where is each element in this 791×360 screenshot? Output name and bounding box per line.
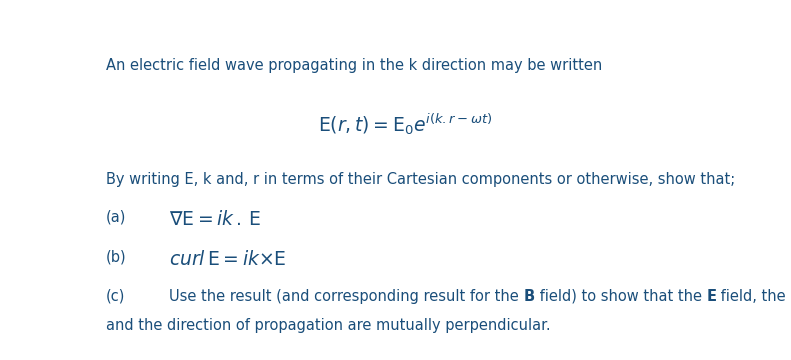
Text: $\mathit{curl}\,\mathrm{E}{=}ik{\times}\mathrm{E}$: $\mathit{curl}\,\mathrm{E}{=}ik{\times}\… (169, 250, 287, 269)
Text: (a): (a) (106, 210, 127, 225)
Text: Use the result (and corresponding result for the: Use the result (and corresponding result… (169, 288, 524, 303)
Text: $\mathrm{E}(r,t){=}\mathrm{E}_0e^{i(k.r-\omega t)}$: $\mathrm{E}(r,t){=}\mathrm{E}_0e^{i(k.r-… (318, 111, 493, 136)
Text: By writing E, k and, r in terms of their Cartesian components or otherwise, show: By writing E, k and, r in terms of their… (106, 172, 736, 187)
Text: (b): (b) (106, 250, 127, 265)
Text: field) to show that the: field) to show that the (535, 288, 706, 303)
Text: B: B (524, 288, 535, 303)
Text: field, the: field, the (717, 288, 791, 303)
Text: (c): (c) (106, 288, 126, 303)
Text: $\nabla\mathrm{E}{=}i k\,.\,\mathrm{E}$: $\nabla\mathrm{E}{=}i k\,.\,\mathrm{E}$ (169, 210, 261, 229)
Text: E: E (706, 288, 717, 303)
Text: An electric field wave propagating in the k direction may be written: An electric field wave propagating in th… (106, 58, 603, 73)
Text: and the direction of propagation are mutually perpendicular.: and the direction of propagation are mut… (106, 318, 551, 333)
